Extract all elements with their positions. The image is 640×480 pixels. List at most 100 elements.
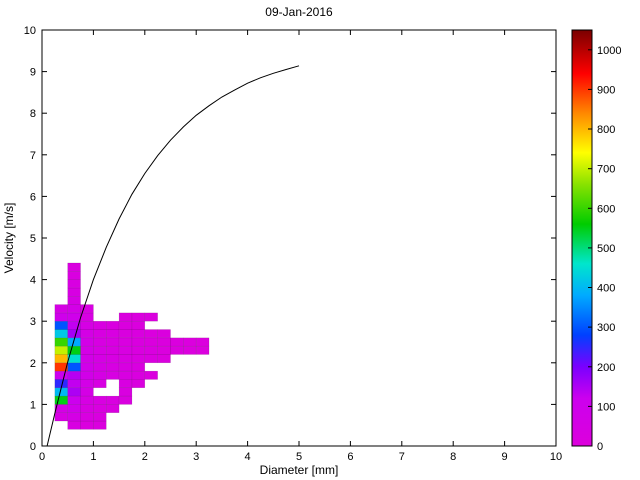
x-axis-label: Diameter [mm] bbox=[260, 463, 339, 477]
y-tick-label: 1 bbox=[30, 399, 36, 411]
heatmap-cell bbox=[67, 412, 81, 422]
heatmap-cell bbox=[54, 345, 68, 355]
heatmap-cell bbox=[93, 395, 107, 405]
heatmap-cell bbox=[67, 304, 81, 314]
heatmap-cell bbox=[106, 395, 120, 405]
heatmap-cell bbox=[54, 320, 68, 330]
colorbar bbox=[571, 29, 593, 447]
heatmap-cell bbox=[67, 404, 81, 413]
x-tick-label: 7 bbox=[399, 451, 405, 463]
heatmap-cell bbox=[131, 370, 146, 380]
y-tick-label: 3 bbox=[30, 316, 36, 328]
x-tick-label: 0 bbox=[39, 451, 45, 463]
heatmap-cell bbox=[67, 362, 81, 372]
colorbar-tick-label: 0 bbox=[597, 441, 603, 453]
heatmap-cell bbox=[67, 370, 81, 380]
chart-title: 09-Jan-2016 bbox=[265, 5, 333, 19]
heatmap-cell bbox=[54, 304, 68, 314]
y-tick-label: 2 bbox=[30, 358, 36, 370]
heatmap-cell bbox=[80, 320, 94, 330]
heatmap-cell bbox=[106, 320, 120, 330]
y-axis-label: Velocity [m/s] bbox=[2, 203, 16, 274]
heatmap-cell bbox=[144, 370, 158, 380]
heatmap-cell bbox=[118, 354, 133, 364]
x-tick-label: 3 bbox=[193, 451, 199, 463]
colorbar-tick-label: 200 bbox=[597, 362, 615, 374]
heatmap-cell bbox=[67, 420, 81, 430]
heatmap-cell bbox=[144, 345, 158, 355]
heatmap-cell bbox=[131, 329, 146, 339]
heatmap-cell bbox=[67, 345, 81, 355]
heatmap-cell bbox=[157, 329, 171, 339]
x-tick-label: 5 bbox=[296, 451, 302, 463]
heatmap-cell bbox=[67, 262, 81, 272]
colorbar-tick-label: 100 bbox=[597, 401, 615, 413]
y-tick-label: 9 bbox=[30, 67, 36, 79]
heatmap-cell bbox=[67, 379, 81, 389]
y-tick-label: 5 bbox=[30, 233, 36, 245]
heatmap-cell bbox=[80, 412, 94, 422]
y-tick-label: 7 bbox=[30, 150, 36, 162]
heatmap-cell bbox=[131, 312, 146, 322]
heatmap-cell bbox=[80, 379, 94, 389]
heatmap-cell bbox=[195, 345, 210, 355]
terminal-velocity-curve bbox=[46, 65, 300, 447]
heatmap-cell bbox=[80, 395, 94, 405]
colorbar-tick-label: 400 bbox=[597, 283, 615, 295]
x-tick-label: 10 bbox=[550, 451, 562, 463]
heatmap-cell bbox=[157, 337, 171, 347]
heatmap-cell bbox=[67, 271, 81, 280]
heatmap-cell bbox=[80, 345, 94, 355]
x-tick-label: 4 bbox=[245, 451, 251, 463]
colorbar-tick-label: 1000 bbox=[597, 45, 621, 57]
heatmap-cell bbox=[67, 387, 81, 397]
heatmap-cell bbox=[67, 312, 81, 322]
heatmap-cell bbox=[93, 345, 107, 355]
heatmap-cell bbox=[131, 379, 146, 389]
heatmap-cell bbox=[54, 329, 68, 339]
heatmap-cell bbox=[80, 354, 94, 364]
heatmap-cell bbox=[144, 329, 158, 339]
heatmap-cell bbox=[93, 337, 107, 347]
y-tick-label: 6 bbox=[30, 191, 36, 203]
heatmap-cell bbox=[106, 404, 120, 413]
heatmap-cell bbox=[54, 312, 68, 322]
heatmap-cell bbox=[93, 404, 107, 413]
heatmap-cell bbox=[118, 345, 133, 355]
x-tick-label: 1 bbox=[90, 451, 96, 463]
axis-tick-labels: 0 1 2 3 4 5 6 7 8 9 10 0 1 2 3 4 5 6 7 8 9 10 bbox=[24, 25, 562, 463]
heatmap-cell bbox=[118, 379, 133, 389]
x-tick-label: 8 bbox=[450, 451, 456, 463]
heatmap-cell bbox=[80, 404, 94, 413]
heatmap-cell bbox=[118, 337, 133, 347]
heatmap-cell bbox=[170, 345, 184, 355]
colorbar-tick-label: 500 bbox=[597, 243, 615, 255]
heatmap-cell bbox=[183, 337, 197, 347]
heatmap-cell bbox=[67, 279, 81, 289]
y-tick-label: 8 bbox=[30, 108, 36, 120]
heatmap-cell bbox=[80, 329, 94, 339]
heatmap-cell bbox=[131, 362, 146, 372]
heatmap-cell bbox=[131, 354, 146, 364]
heatmap-cell bbox=[106, 337, 120, 347]
heatmap-cell bbox=[157, 354, 171, 364]
axis-ticks bbox=[41, 29, 557, 447]
heatmap-cell bbox=[157, 345, 171, 355]
colorbar-tick-label: 600 bbox=[597, 203, 615, 215]
heatmap-cell bbox=[106, 329, 120, 339]
heatmap-cell bbox=[118, 370, 133, 380]
heatmap-cell bbox=[93, 420, 107, 430]
colorbar-tick-label: 700 bbox=[597, 164, 615, 176]
heatmap-cell bbox=[80, 420, 94, 430]
heatmap-cell bbox=[106, 370, 120, 380]
heatmap-cell bbox=[67, 395, 81, 405]
colorbar-tick-label: 900 bbox=[597, 84, 615, 96]
heatmap-cell bbox=[144, 312, 158, 322]
heatmap-cell bbox=[106, 362, 120, 372]
heatmap-cell bbox=[144, 337, 158, 347]
y-tick-label: 4 bbox=[30, 275, 36, 287]
heatmap-cell bbox=[93, 329, 107, 339]
heatmap-cell bbox=[54, 337, 68, 347]
